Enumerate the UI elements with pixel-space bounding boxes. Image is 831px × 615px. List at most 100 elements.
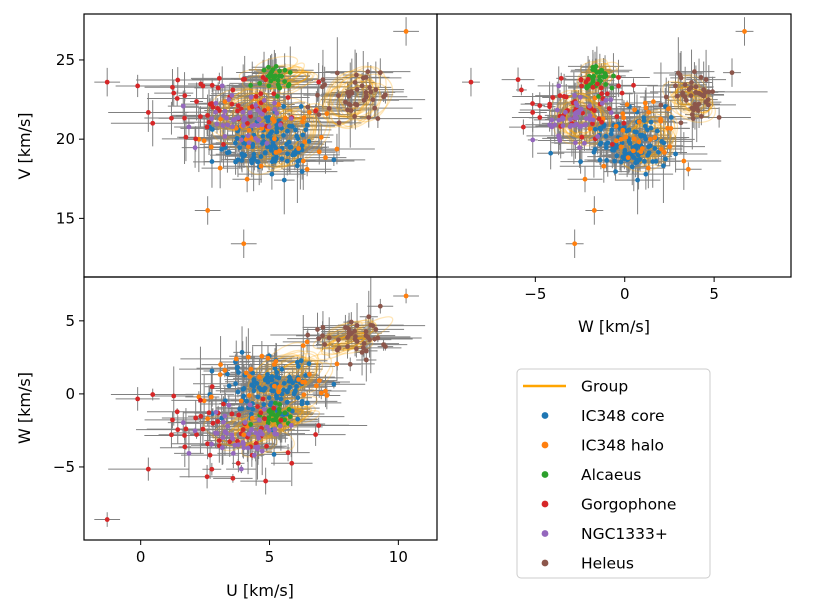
star-point	[201, 398, 207, 404]
star-point	[198, 81, 204, 87]
star-point	[260, 396, 266, 402]
star-point	[678, 120, 684, 126]
star-point	[320, 325, 326, 330]
star-point	[277, 148, 282, 154]
star-point	[316, 378, 322, 383]
star-point	[678, 75, 684, 81]
star-point	[318, 134, 324, 140]
legend-dot-swatch	[541, 530, 549, 537]
w-v-x-ticks: −5 0 5	[524, 277, 719, 303]
star-point	[363, 357, 369, 363]
star-point	[218, 362, 223, 367]
star-point	[278, 417, 284, 423]
star-point	[220, 435, 226, 440]
star-point	[608, 97, 614, 103]
star-point	[594, 81, 600, 87]
star-point	[216, 108, 222, 113]
star-point	[363, 90, 369, 95]
star-point	[251, 384, 257, 389]
star-point	[265, 355, 271, 361]
group-ellipse	[284, 71, 314, 82]
legend-label: Group	[581, 378, 628, 396]
star-point	[288, 144, 294, 150]
star-point	[259, 353, 265, 359]
star-point	[375, 116, 381, 121]
star-point	[587, 126, 593, 132]
star-point	[282, 417, 288, 423]
star-point	[537, 115, 543, 120]
star-point	[658, 146, 664, 152]
star-point	[240, 153, 246, 159]
star-point	[258, 163, 264, 169]
star-point	[272, 431, 277, 437]
u-w-y-ticks: −5 0 5	[53, 312, 84, 476]
star-point	[269, 377, 275, 383]
star-point	[289, 460, 295, 466]
star-point	[609, 147, 615, 153]
legend-item: Heleus	[541, 555, 634, 573]
star-point	[271, 362, 277, 367]
star-point	[274, 395, 280, 401]
star-point	[556, 135, 562, 141]
star-point	[229, 101, 235, 107]
legend-label: Alcaeus	[581, 466, 641, 484]
star-point	[266, 395, 272, 401]
y-tick-label: 0	[65, 385, 75, 403]
star-point	[302, 139, 308, 145]
star-point	[239, 349, 245, 355]
star-point	[285, 95, 291, 100]
legend-item: IC348 core	[541, 407, 664, 425]
star-point	[284, 399, 290, 405]
star-point	[590, 84, 596, 90]
star-point	[618, 159, 624, 165]
legend-item: Group	[523, 378, 628, 396]
star-point	[334, 361, 340, 367]
star-point	[214, 430, 220, 436]
star-point	[577, 145, 582, 151]
star-point	[372, 105, 378, 111]
star-point	[716, 115, 722, 120]
star-point	[590, 117, 596, 123]
star-point	[646, 150, 652, 156]
star-point	[209, 101, 215, 106]
star-point	[279, 156, 285, 162]
star-point	[682, 82, 688, 88]
star-point	[277, 85, 283, 91]
star-point	[250, 143, 256, 149]
star-point	[560, 123, 566, 129]
group-ellipse	[557, 89, 602, 134]
star-point	[271, 417, 277, 423]
star-point	[258, 91, 264, 97]
star-point	[240, 109, 246, 115]
star-point	[209, 384, 215, 390]
star-point	[274, 126, 280, 131]
star-point	[556, 83, 562, 89]
group-ellipse	[662, 80, 695, 106]
star-point	[225, 122, 231, 128]
star-point	[208, 144, 214, 150]
star-point	[300, 119, 306, 125]
star-point	[320, 84, 325, 90]
star-point	[235, 157, 241, 163]
y-tick-label: 20	[56, 130, 75, 148]
star-point	[537, 103, 543, 108]
star-point	[253, 103, 259, 108]
x-tick-label: 0	[136, 548, 146, 566]
star-point	[243, 370, 249, 376]
star-point	[259, 111, 265, 117]
star-point	[293, 127, 298, 133]
star-point	[636, 119, 642, 125]
star-point	[636, 139, 642, 145]
star-point	[274, 374, 279, 380]
star-point	[259, 122, 265, 128]
star-point	[295, 149, 301, 155]
star-point	[345, 344, 350, 349]
star-point	[315, 327, 320, 332]
group-ellipse	[245, 114, 302, 176]
star-point	[221, 113, 226, 119]
star-point	[251, 157, 257, 162]
group-ellipse	[241, 73, 290, 91]
star-point	[291, 150, 297, 156]
group-ellipse	[328, 75, 374, 118]
star-point	[277, 423, 283, 429]
